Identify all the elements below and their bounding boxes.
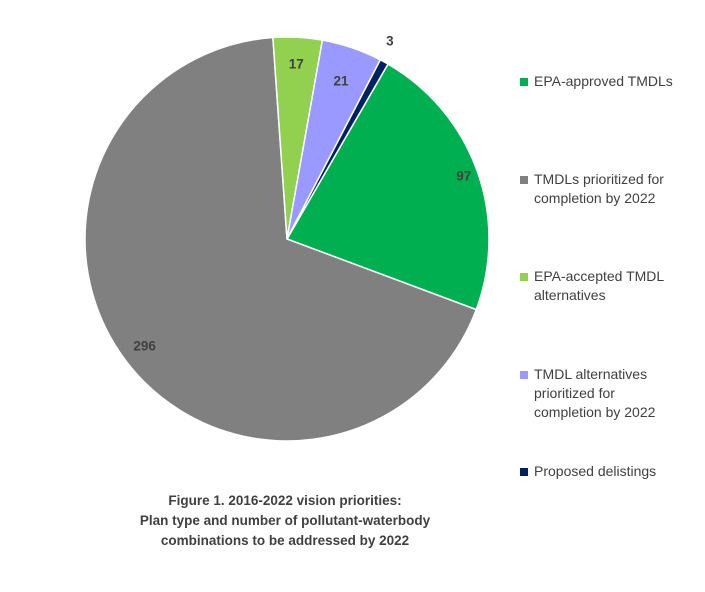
legend-item-tmdls-prioritized: TMDLs prioritized for completion by 2022 (520, 170, 700, 208)
legend-label: EPA-accepted TMDL alternatives (534, 268, 665, 303)
legend-swatch (520, 176, 528, 184)
legend-item-alternatives-prioritized: TMDL alternatives prioritized for completi… (520, 365, 700, 422)
caption-line-3: combinations to be addressed by 2022 (160, 533, 410, 548)
pie-slice-tmdls-prioritized (84, 36, 478, 442)
legend-item-epa-approved: EPA-approved TMDLs (520, 72, 700, 91)
caption-line-1: Figure 1. 2016-2022 vision priorities: (168, 493, 402, 508)
legend-swatch (520, 78, 528, 86)
data-label-tmdls-prioritized: 296 (133, 338, 156, 353)
data-label-proposed-delistings: 3 (386, 34, 394, 49)
pie-slice-epa-approved (285, 63, 490, 311)
legend-swatch (520, 273, 528, 281)
pie-slice-proposed-delistings (286, 58, 390, 240)
legend-swatch (520, 371, 528, 379)
legend-label: Proposed delistings (534, 463, 657, 479)
figure-caption: Figure 1. 2016-2022 vision priorities: P… (60, 491, 510, 551)
legend-swatch (520, 468, 528, 476)
legend-label: TMDL alternatives prioritized for completi… (534, 366, 656, 420)
legend-item-epa-accepted-alternatives: EPA-accepted TMDL alternatives (520, 267, 700, 305)
data-label-epa-approved: 97 (456, 168, 471, 183)
legend-label: TMDLs prioritized for completion by 2022 (534, 171, 664, 206)
data-label-alternatives-prioritized: 21 (334, 73, 350, 88)
caption-line-2: Plan type and number of pollutant-waterb… (139, 513, 431, 528)
data-label-epa-accepted-alternatives: 17 (289, 57, 304, 72)
legend-item-proposed-delistings: Proposed delistings (520, 462, 700, 481)
legend-label: EPA-approved TMDLs (534, 73, 673, 89)
